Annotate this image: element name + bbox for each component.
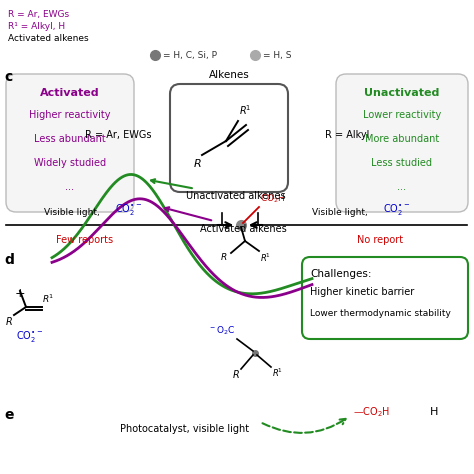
- Text: R¹ = Alkyl, H: R¹ = Alkyl, H: [8, 22, 65, 31]
- Text: Activated alkenes: Activated alkenes: [8, 34, 89, 43]
- Text: Activated: Activated: [40, 88, 100, 98]
- Text: +: +: [15, 287, 25, 300]
- Text: R$^1$: R$^1$: [239, 103, 252, 117]
- Text: Less studied: Less studied: [372, 158, 432, 168]
- Text: R$^1$: R$^1$: [272, 367, 283, 379]
- Text: No report: No report: [357, 235, 403, 245]
- Text: R: R: [232, 370, 239, 380]
- Text: Unactivated: Unactivated: [365, 88, 440, 98]
- Text: c: c: [4, 70, 12, 84]
- Text: R = Alkyl: R = Alkyl: [325, 130, 369, 140]
- Text: More abundant: More abundant: [365, 134, 439, 144]
- Text: Visible light,: Visible light,: [312, 208, 368, 217]
- Text: Challenges:: Challenges:: [310, 269, 372, 279]
- Text: Lower reactivity: Lower reactivity: [363, 110, 441, 120]
- Text: Lower thermodynamic stability: Lower thermodynamic stability: [310, 309, 451, 318]
- Text: R = Ar, EWGs: R = Ar, EWGs: [8, 10, 69, 19]
- Text: H: H: [430, 407, 438, 417]
- Text: e: e: [4, 408, 13, 422]
- Text: Higher kinetic barrier: Higher kinetic barrier: [310, 287, 414, 297]
- Text: d: d: [4, 253, 14, 267]
- Text: Photocatalyst, visible light: Photocatalyst, visible light: [120, 424, 250, 434]
- Text: CO$_2^{\bullet-}$: CO$_2^{\bullet-}$: [383, 202, 410, 217]
- Text: CO$_2^{\bullet-}$: CO$_2^{\bullet-}$: [115, 202, 142, 217]
- FancyBboxPatch shape: [336, 74, 468, 212]
- Text: CO$_2$H: CO$_2$H: [260, 192, 285, 205]
- Text: ...: ...: [65, 182, 74, 192]
- Text: Activated alkenes: Activated alkenes: [165, 207, 287, 234]
- Text: —CO$_2$H: —CO$_2$H: [353, 405, 391, 419]
- Text: Few reports: Few reports: [56, 235, 114, 245]
- Text: R$^1$: R$^1$: [42, 293, 54, 305]
- Text: Less abundant: Less abundant: [34, 134, 106, 144]
- Text: Higher reactivity: Higher reactivity: [29, 110, 111, 120]
- FancyBboxPatch shape: [170, 84, 288, 192]
- Text: CO$_2^{\bullet-}$: CO$_2^{\bullet-}$: [16, 329, 43, 344]
- Text: Unactivated alkenes: Unactivated alkenes: [151, 179, 286, 201]
- FancyBboxPatch shape: [302, 257, 468, 339]
- Text: Alkenes: Alkenes: [209, 70, 249, 80]
- Text: R: R: [5, 317, 12, 327]
- Text: = H, C, Si, P: = H, C, Si, P: [163, 51, 217, 60]
- FancyBboxPatch shape: [6, 74, 134, 212]
- Text: R: R: [194, 159, 202, 169]
- Text: R = Ar, EWGs: R = Ar, EWGs: [85, 130, 152, 140]
- Text: $^-$O$_2$C: $^-$O$_2$C: [208, 325, 235, 337]
- Text: Widely studied: Widely studied: [34, 158, 106, 168]
- Text: ...: ...: [398, 182, 407, 192]
- Text: R: R: [221, 253, 227, 262]
- Text: Visible light,: Visible light,: [44, 208, 100, 217]
- Text: = H, S: = H, S: [263, 51, 292, 60]
- Text: R$^1$: R$^1$: [260, 252, 271, 264]
